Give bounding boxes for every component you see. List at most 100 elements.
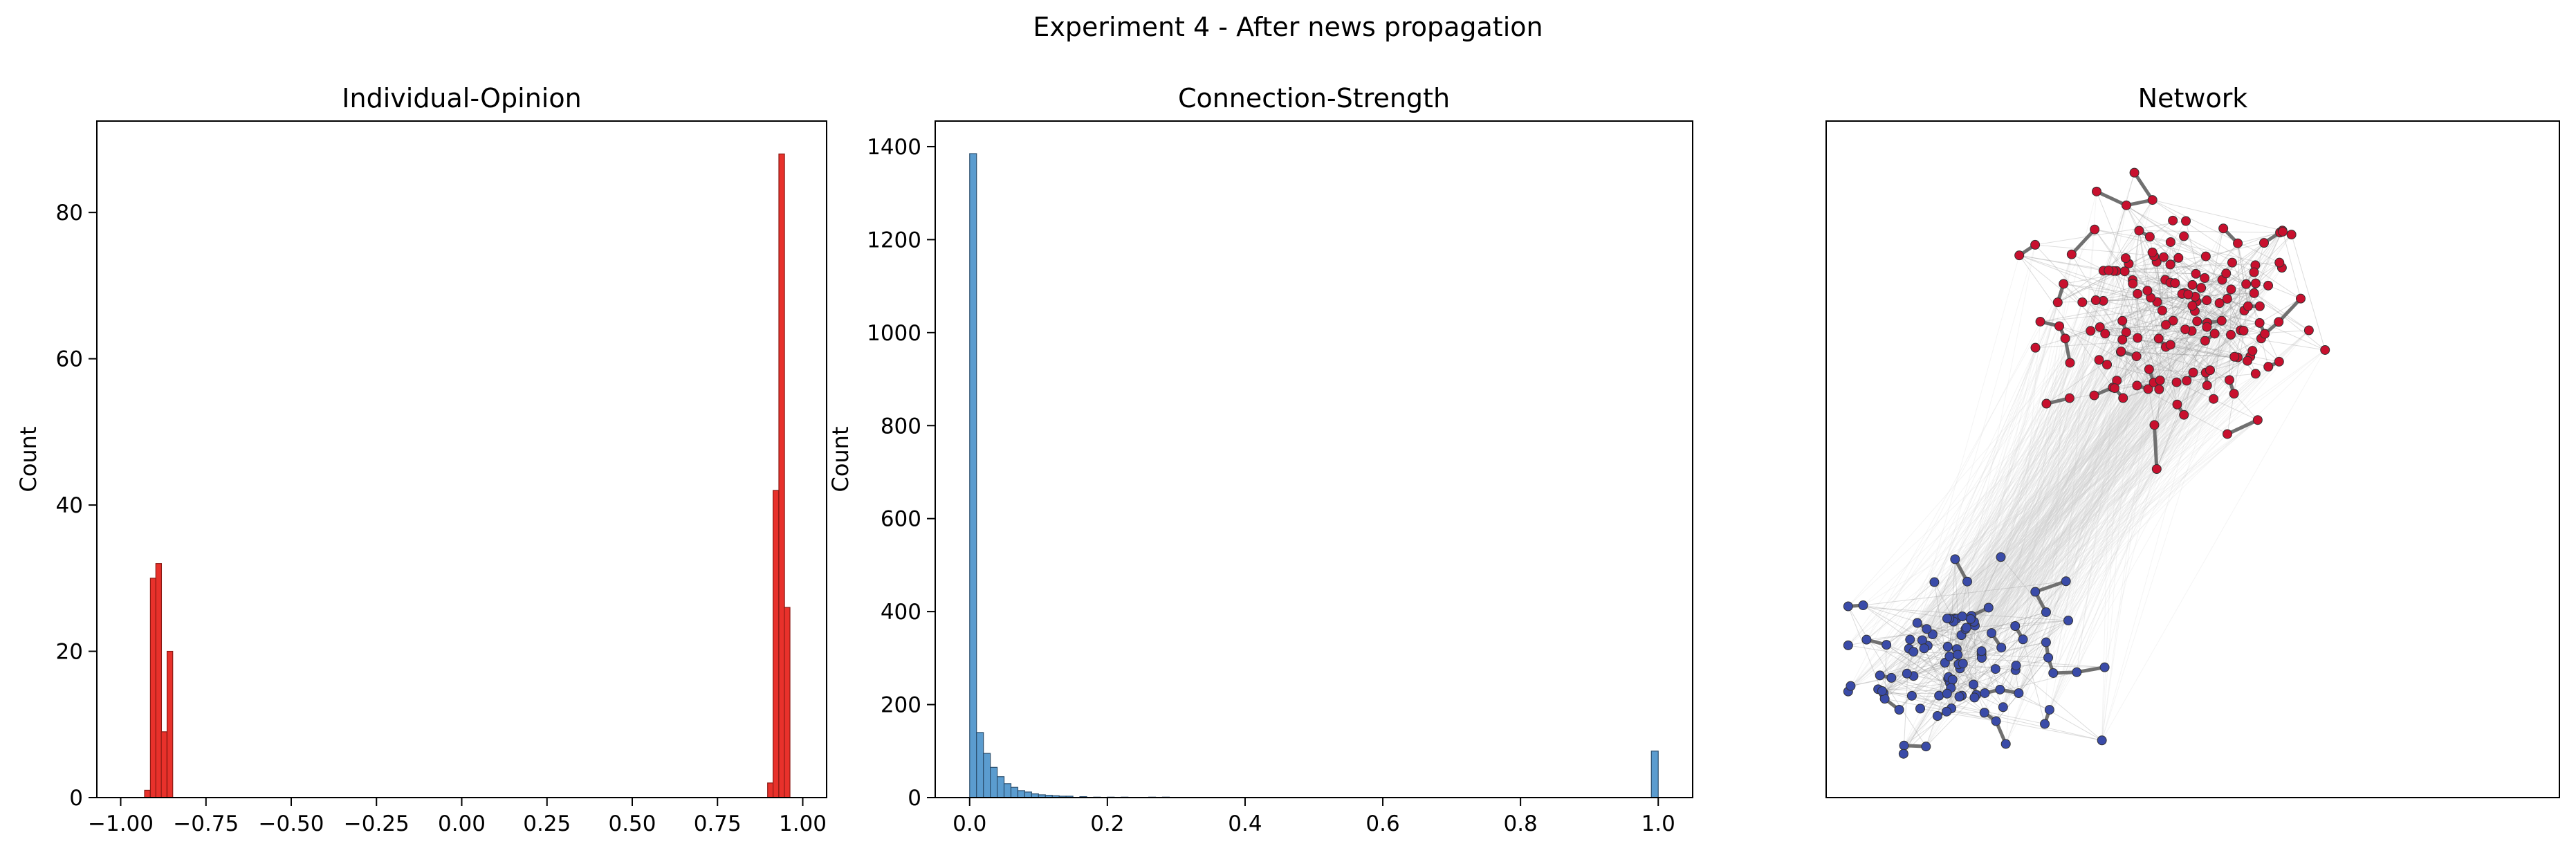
network-edge-weak — [2048, 283, 2175, 658]
network-edge-thin — [1960, 665, 2016, 669]
network-edge-thin — [1924, 612, 2047, 649]
network-node-red — [2222, 429, 2232, 439]
network-node-red — [2120, 253, 2131, 264]
network-edge-weak — [2000, 252, 2153, 648]
network-edge-thin — [2095, 229, 2206, 257]
network-edge-weak — [1848, 398, 2070, 607]
network-edge-thin — [2237, 243, 2241, 331]
network-edge-thin — [1863, 580, 2066, 606]
network-edge-weak — [1879, 385, 2208, 676]
network-node-blue — [2061, 576, 2071, 587]
network-edge-thin — [2019, 255, 2114, 272]
strength-bar — [969, 153, 977, 798]
network-edge-weak — [1976, 389, 2149, 695]
network-edge-weak — [1913, 331, 2091, 652]
network-edge-weak — [2066, 298, 2301, 582]
network-edge-weak — [1884, 284, 2247, 699]
network-edge-thin — [1904, 580, 2067, 746]
opinion-bar — [767, 782, 774, 798]
network-edge-weak — [1850, 357, 2238, 687]
strength-y-tick-label: 0 — [908, 786, 921, 811]
network-edge-weak — [1962, 244, 2036, 617]
network-edge-thin — [2149, 236, 2310, 331]
network-edge-weak — [1981, 387, 2113, 659]
network-edge-weak — [1967, 347, 2036, 582]
network-edge-thin — [2126, 205, 2193, 286]
network-edge-weak — [1985, 360, 2248, 694]
network-node-red — [2060, 333, 2070, 344]
network-node-red — [2155, 375, 2165, 385]
network-edge-weak — [2014, 369, 2150, 627]
network-edge-weak — [2076, 279, 2133, 672]
network-node-blue — [1894, 704, 1904, 715]
network-edge-weak — [2068, 300, 2207, 621]
network-edge-thin — [2254, 234, 2292, 273]
network-edge-weak — [1947, 468, 2158, 619]
network-node-red — [2077, 297, 2088, 307]
network-node-red — [2059, 279, 2069, 289]
network-edge-weak — [2101, 333, 2216, 741]
network-node-red — [2274, 317, 2284, 327]
network-node-blue — [1905, 634, 1915, 645]
network-node-blue — [1942, 641, 1953, 652]
network-edge-weak — [1879, 326, 2060, 676]
network-edge-weak — [1913, 255, 2155, 652]
network-node-red — [2188, 367, 2198, 378]
network-node-blue — [2043, 652, 2054, 663]
opinion-y-axis-label: Count — [15, 426, 42, 492]
network-node-blue — [1944, 651, 1955, 661]
network-node-red — [2142, 286, 2153, 296]
network-edge-weak — [1947, 302, 2083, 619]
network-edge-thin — [2113, 270, 2193, 306]
network-node-red — [2153, 333, 2164, 344]
network-edge-weak — [1927, 306, 2261, 646]
network-node-red — [2179, 231, 2189, 241]
network-edge-weak — [1981, 360, 2099, 659]
network-edge-weak — [2005, 284, 2193, 744]
network-node-red — [2286, 230, 2297, 240]
network-edge-thin — [2158, 338, 2279, 362]
network-edge-weak — [2044, 389, 2160, 724]
network-edge-thin — [1886, 556, 2001, 645]
network-edge-weak — [1947, 382, 2154, 679]
network-edge-thin — [1949, 656, 2105, 668]
network-node-red — [2014, 250, 2025, 261]
network-edge-weak — [1906, 300, 2207, 674]
network-edge-weak — [2018, 273, 2227, 694]
network-node-blue — [1957, 611, 1967, 621]
network-node-blue — [1942, 688, 1952, 699]
network-edge-weak — [1909, 320, 2223, 640]
network-edge-weak — [1966, 389, 2160, 628]
opinion-x-tick-label: 1.00 — [779, 811, 827, 836]
network-edge-weak — [1882, 284, 2247, 692]
network-edge-thin — [2116, 270, 2161, 381]
network-edge-strong — [2033, 579, 2068, 594]
network-edge-weak — [1951, 270, 2109, 709]
network-node-red — [2218, 223, 2229, 234]
network-edge-thin — [1917, 623, 1951, 683]
network-edge-weak — [1904, 330, 2241, 746]
network-node-red — [2303, 325, 2314, 335]
network-node-blue — [1932, 710, 1942, 721]
network-edge-weak — [1866, 385, 2207, 641]
network-node-red — [2035, 316, 2045, 327]
network-node-blue — [1965, 614, 1976, 624]
network-edge-weak — [1954, 284, 2064, 560]
network-edge-weak — [1850, 321, 2041, 686]
network-edge-weak — [1957, 302, 2083, 655]
network-edge-weak — [1863, 279, 2223, 606]
network-edge-weak — [2045, 293, 2255, 643]
network-node-blue — [2010, 621, 2021, 632]
opinion-bar — [166, 650, 174, 798]
network-edge-thin — [1886, 644, 1951, 688]
network-node-red — [2170, 278, 2180, 288]
network-edge-thin — [2237, 232, 2281, 244]
network-edge-weak — [2052, 277, 2205, 674]
network-edge-weak — [1991, 356, 2251, 634]
network-edge-thin — [2149, 310, 2245, 370]
network-edge-weak — [1959, 257, 2179, 697]
network-edge-weak — [1956, 395, 2095, 650]
opinion-y-tick-label: 40 — [56, 493, 83, 518]
network-edge-thin — [2099, 282, 2175, 360]
network-edge-weak — [1917, 324, 2166, 623]
